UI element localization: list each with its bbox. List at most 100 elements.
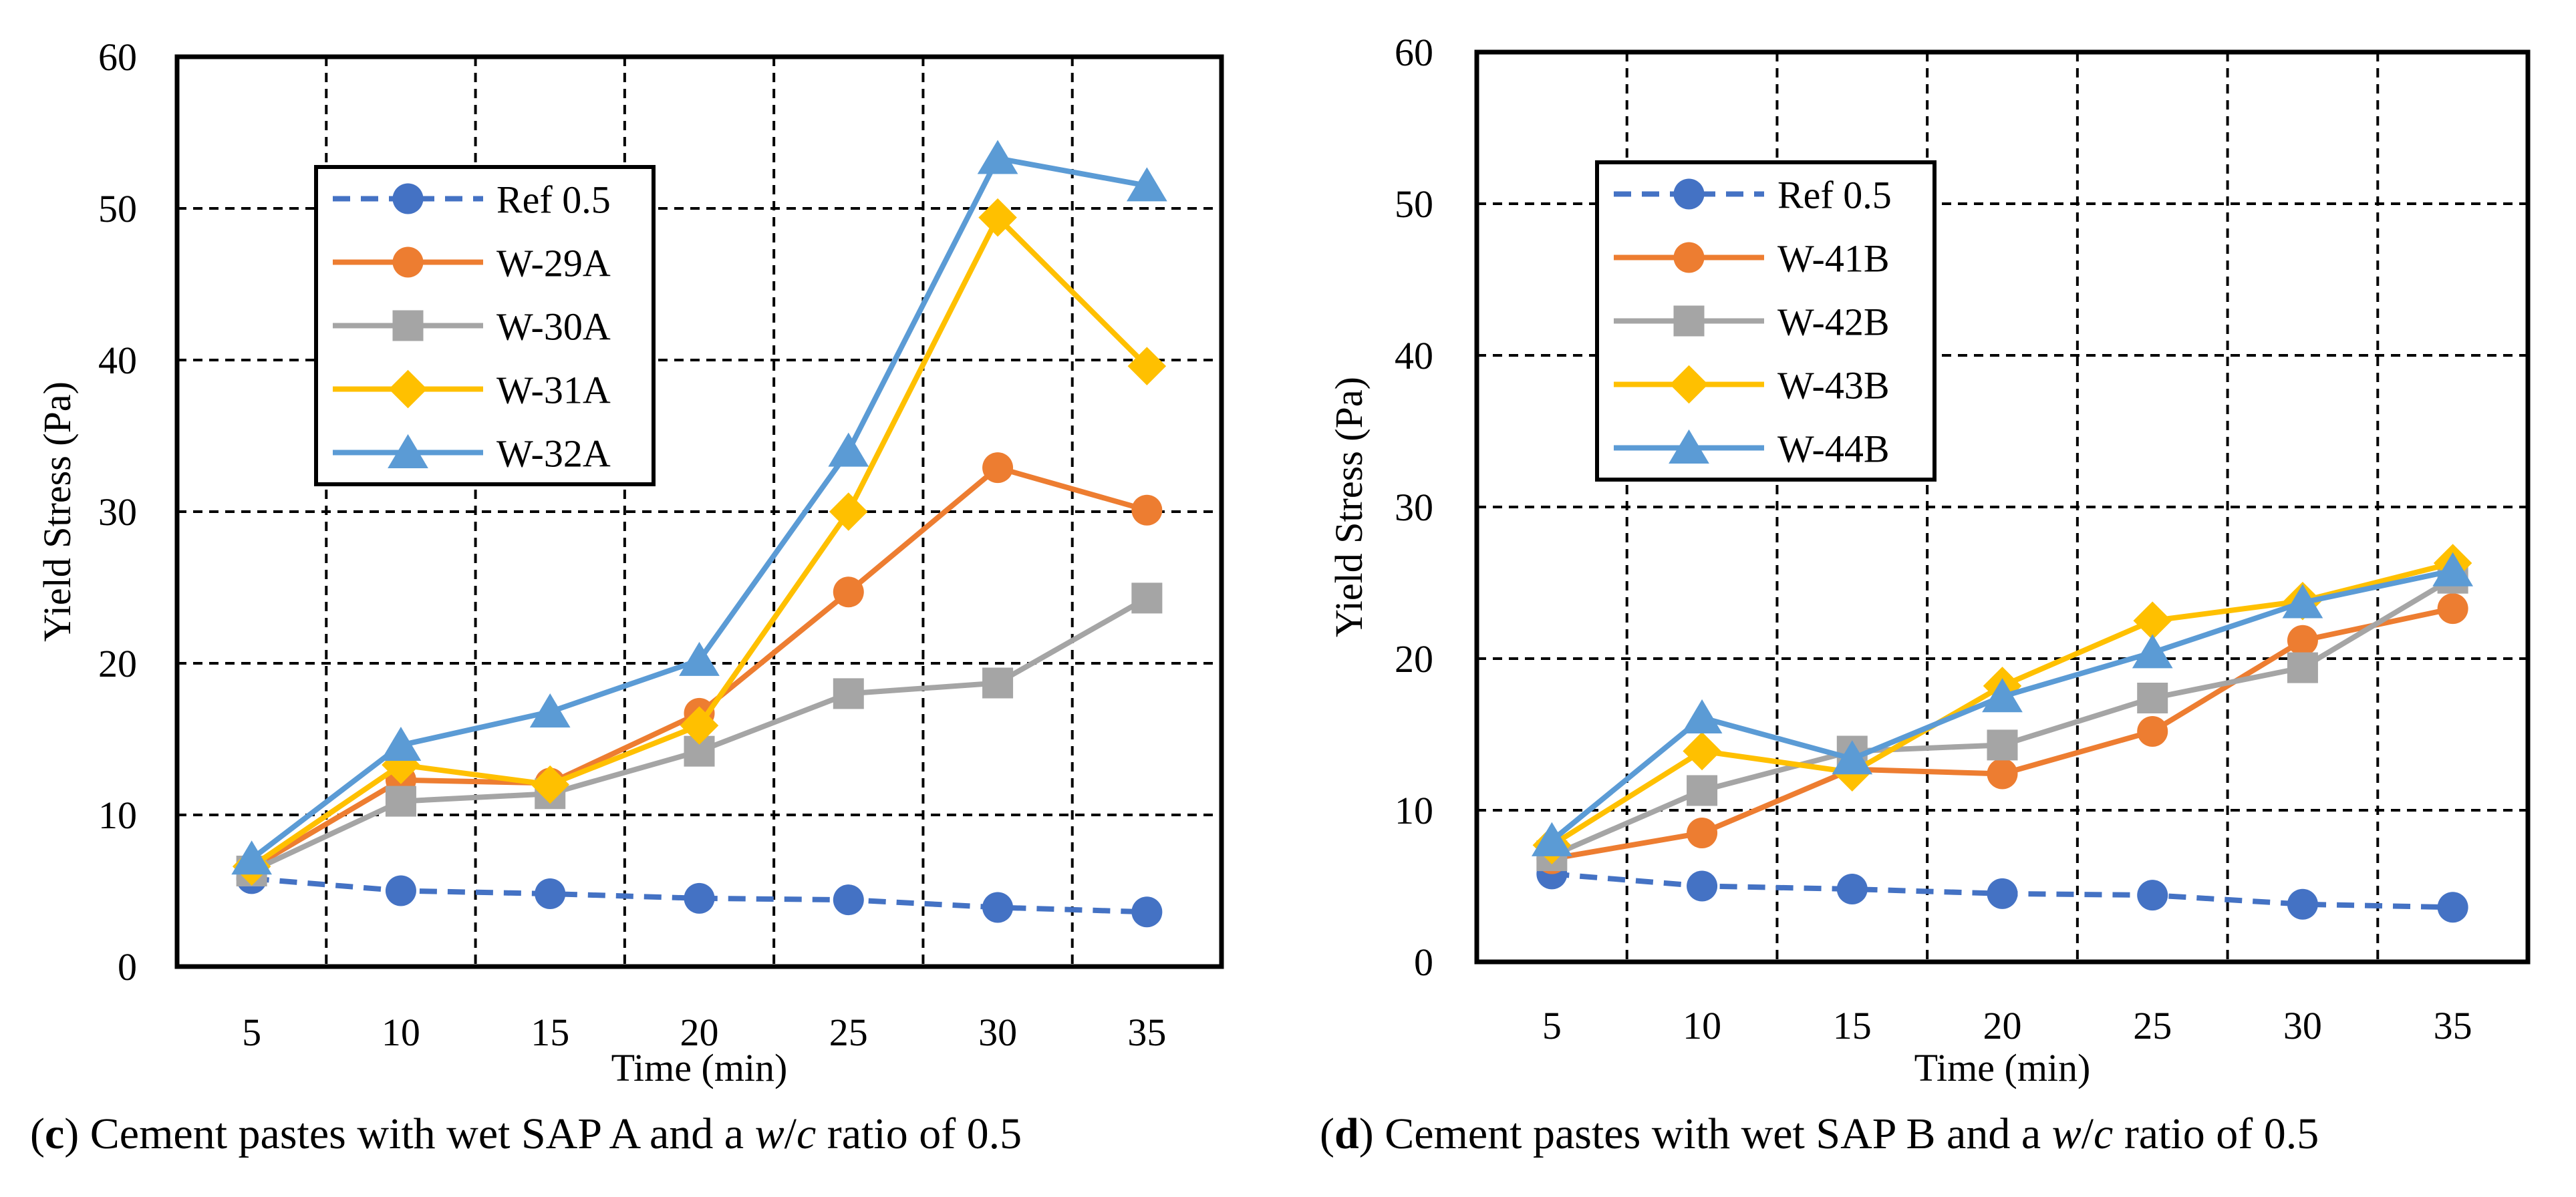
plot-area-border (174, 54, 1224, 969)
y-tick-label: 20 (98, 642, 137, 685)
caption-c-c: c (796, 1109, 817, 1158)
x-tick-label: 25 (829, 1011, 868, 1054)
caption-c-text-pre: Cement pastes with wet SAP A and a (90, 1109, 755, 1158)
data-point (1131, 582, 1163, 614)
series-line (1550, 576, 2454, 858)
y-tick-label: 60 (1395, 31, 1433, 74)
data-point (828, 432, 869, 467)
plot-area-border (1474, 49, 2531, 965)
data-point (2133, 601, 2172, 640)
data-point (385, 875, 416, 906)
legend-label: W-44B (1777, 428, 1890, 471)
legend-marker (1669, 429, 1709, 464)
legend-marker (388, 369, 428, 409)
data-point (2282, 584, 2323, 619)
y-tick-label: 60 (98, 35, 137, 79)
data-point (2137, 880, 2168, 911)
legend-label: W-29A (496, 242, 611, 285)
data-point (1987, 758, 2018, 790)
data-point (535, 878, 566, 910)
data-point (529, 693, 571, 728)
series-w-32a (231, 140, 1167, 875)
data-point (833, 678, 864, 709)
data-point (833, 884, 864, 916)
data-point (978, 198, 1017, 237)
data-point (2287, 652, 2318, 683)
chart-c: 0 10 20 30 40 50 60 5 10 15 20 25 30 35 Time (min) Yiel… (35, 35, 1224, 1089)
legend-label: W-41B (1777, 237, 1890, 281)
data-point (2287, 888, 2318, 920)
y-tick-label: 50 (1395, 182, 1433, 226)
data-point (385, 786, 416, 817)
caption-d-w: w (2051, 1109, 2082, 1158)
series-ref-0-5 (236, 863, 1163, 928)
y-tick-label: 0 (1414, 940, 1433, 984)
legend-marker (1673, 305, 1705, 337)
caption-d-text-post: ratio of 0.5 (2113, 1109, 2319, 1158)
series-w-42b (1536, 562, 2468, 872)
legend-label: Ref 0.5 (1777, 174, 1892, 217)
data-point (680, 706, 719, 745)
x-tick-label: 15 (1833, 1004, 1872, 1047)
legend-marker (1673, 242, 1705, 273)
data-point (1982, 678, 2023, 713)
x-axis-title: Time (min) (611, 1046, 788, 1089)
x-tick-label: 30 (2283, 1004, 2322, 1047)
data-point (1127, 347, 1167, 385)
x-tick-label: 5 (1542, 1004, 1562, 1047)
data-point (1687, 818, 1718, 849)
legend-label: W-32A (496, 432, 611, 476)
data-point (2287, 625, 2318, 656)
data-point (1126, 167, 1167, 202)
caption-c: (c) Cement pastes with wet SAP A and a w… (30, 1109, 1022, 1158)
data-point (982, 452, 1014, 484)
data-point (982, 667, 1014, 699)
data-point (1681, 699, 1723, 733)
legend-d: Ref 0.5 W-41B W-42B W-43B W-44B (1595, 160, 1937, 482)
data-point (679, 641, 720, 676)
y-tick-label: 0 (118, 945, 137, 989)
x-tick-label: 20 (1983, 1004, 2022, 1047)
legend-label: W-43B (1777, 364, 1890, 407)
y-tick-label: 50 (98, 187, 137, 230)
legend-label: Ref 0.5 (496, 178, 611, 222)
y-tick-label: 10 (1395, 789, 1433, 832)
x-tick-label: 15 (531, 1011, 569, 1054)
x-tick-label: 35 (1127, 1011, 1166, 1054)
x-tick-label: 35 (2434, 1004, 2472, 1047)
x-tick-label: 20 (680, 1011, 719, 1054)
caption-d: (d) Cement pastes with wet SAP B and a w… (1320, 1109, 2319, 1158)
data-point (2137, 683, 2168, 714)
y-axis-title: Yield Stress (Pa) (35, 381, 79, 642)
data-point (1836, 874, 1868, 905)
caption-d-c: c (2094, 1109, 2114, 1158)
data-point (2437, 892, 2468, 923)
y-axis-title: Yield Stress (Pa) (1327, 377, 1371, 637)
data-point (684, 882, 715, 914)
x-tick-label: 10 (1683, 1004, 1721, 1047)
data-point (1683, 731, 1721, 771)
y-tick-label: 30 (98, 490, 137, 534)
data-point (1687, 870, 1718, 902)
x-tick-label: 5 (242, 1011, 261, 1054)
legend-label: W-31A (496, 369, 611, 412)
caption-c-text-post: ratio of 0.5 (816, 1109, 1022, 1158)
x-axis-title: Time (min) (1914, 1046, 2091, 1089)
legend-marker (392, 310, 424, 341)
data-point (833, 576, 864, 608)
y-tick-label: 40 (1395, 334, 1433, 377)
x-tick-label: 25 (2133, 1004, 2172, 1047)
data-point (1531, 822, 1572, 856)
data-point (977, 140, 1018, 174)
data-point (1131, 896, 1163, 928)
legend-marker (1673, 178, 1705, 210)
data-point (1987, 729, 2018, 761)
series-ref-0-5 (1536, 858, 2468, 923)
data-point (1687, 775, 1718, 806)
data-point (1987, 878, 2018, 909)
x-tick-label: 10 (382, 1011, 420, 1054)
data-point (2132, 634, 2173, 669)
data-point (829, 492, 868, 531)
data-point (982, 892, 1014, 923)
